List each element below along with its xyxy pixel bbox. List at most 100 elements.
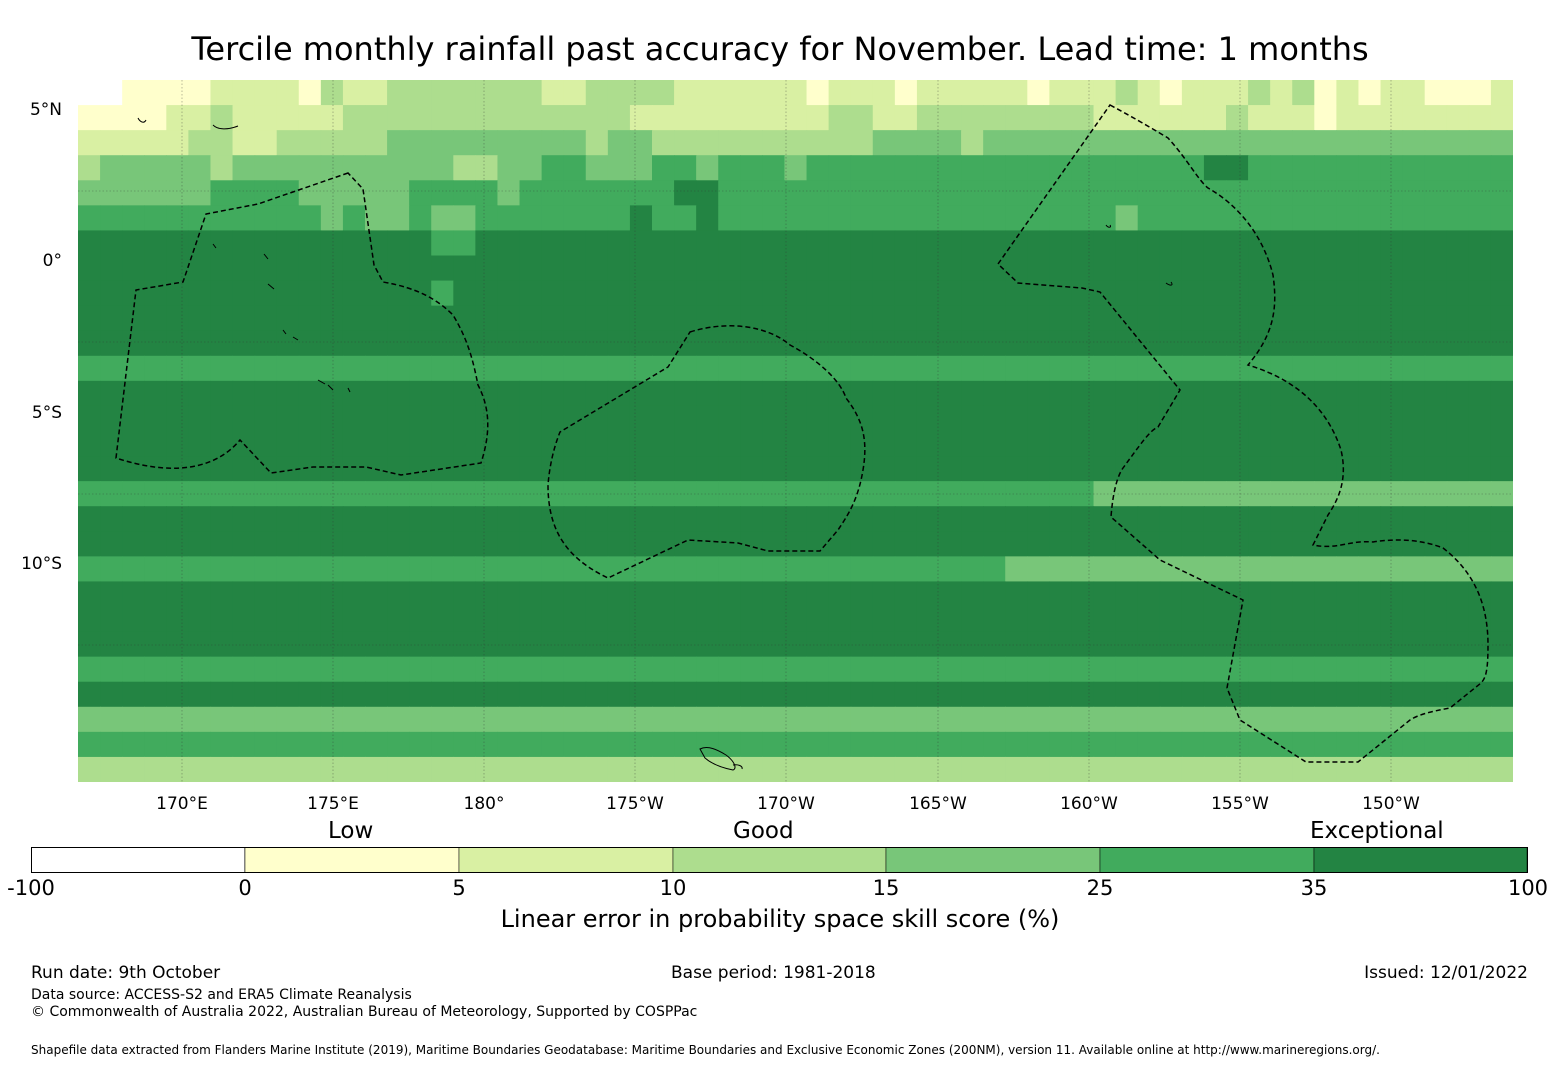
- skill-cell: [872, 305, 896, 332]
- skill-cell: [276, 756, 300, 782]
- skill-cell: [1424, 205, 1448, 232]
- skill-cell: [188, 506, 212, 532]
- skill-cell: [100, 405, 123, 432]
- skill-cell: [1358, 130, 1382, 156]
- swatch-5-10: [458, 846, 674, 874]
- skill-cell: [144, 305, 167, 332]
- skill-cell: [894, 80, 918, 106]
- skill-cell: [1115, 731, 1139, 758]
- skill-cell: [1490, 405, 1513, 432]
- skill-cell: [298, 330, 322, 357]
- skill-cell: [387, 631, 410, 658]
- skill-cell: [762, 355, 786, 382]
- skill-cell: [409, 606, 432, 633]
- skill-cell: [1093, 681, 1117, 708]
- skill-cell: [188, 280, 212, 307]
- skill-cell: [342, 230, 366, 257]
- skill-cell: [939, 280, 962, 307]
- skill-cell: [210, 180, 234, 206]
- skill-cell: [1181, 481, 1205, 507]
- skill-cell: [298, 706, 322, 733]
- skill-cell: [806, 756, 830, 782]
- skill-cell: [254, 531, 278, 557]
- skill-cell: [1402, 706, 1426, 733]
- skill-cell: [1005, 456, 1028, 482]
- skill-cell: [431, 581, 454, 608]
- skill-cell: [563, 681, 587, 708]
- skill-cell: [541, 606, 565, 633]
- skill-cell: [1137, 456, 1161, 482]
- skill-cell: [232, 355, 256, 382]
- skill-cell: [1159, 456, 1183, 482]
- skill-cell: [1159, 205, 1183, 232]
- skill-cell: [232, 255, 256, 282]
- skill-cell: [144, 606, 167, 633]
- skill-cell: [100, 305, 123, 332]
- skill-cell: [1468, 481, 1492, 507]
- skill-cell: [1181, 631, 1205, 658]
- skill-cell: [122, 230, 145, 257]
- skill-cell: [1226, 180, 1249, 206]
- skill-cell: [872, 756, 896, 782]
- skill-cell: [1027, 155, 1050, 181]
- skill-cell: [961, 355, 984, 382]
- skill-cell: [475, 180, 499, 206]
- skill-cell: [1314, 130, 1337, 156]
- skill-cell: [652, 155, 675, 181]
- skill-cell: [806, 330, 830, 357]
- skill-cell: [1424, 656, 1448, 683]
- skill-cell: [1049, 105, 1073, 131]
- skill-cell: [652, 581, 675, 608]
- skill-cell: [78, 431, 101, 457]
- skill-cell: [983, 280, 1006, 307]
- skill-cell: [740, 531, 763, 557]
- skill-cell: [100, 656, 123, 683]
- skill-cell: [254, 556, 278, 583]
- skill-cell: [166, 706, 189, 733]
- skill-cell: [762, 656, 786, 683]
- skill-cell: [1490, 130, 1513, 156]
- skill-cell: [1490, 80, 1513, 106]
- skill-cell: [254, 731, 278, 758]
- skill-cell: [365, 706, 388, 733]
- skill-cell: [1027, 205, 1050, 232]
- skill-cell: [475, 255, 499, 282]
- skill-cell: [762, 756, 786, 782]
- skill-cell: [762, 230, 786, 257]
- skill-cell: [1314, 456, 1337, 482]
- skill-cell: [563, 330, 587, 357]
- skill-cell: [961, 706, 984, 733]
- skill-cell: [342, 656, 366, 683]
- skill-cell: [365, 431, 388, 457]
- skill-cell: [166, 155, 189, 181]
- skill-cell: [607, 656, 631, 683]
- skill-cell: [1446, 581, 1470, 608]
- skill-cell: [144, 681, 167, 708]
- skill-cell: [188, 305, 212, 332]
- skill-cell: [1071, 155, 1095, 181]
- skill-cell: [806, 606, 830, 633]
- skill-cell: [519, 255, 543, 282]
- skill-cell: [497, 180, 521, 206]
- skill-cell: [166, 506, 189, 532]
- skill-cell: [298, 756, 322, 782]
- skill-cell: [1424, 80, 1448, 106]
- skill-cell: [740, 556, 763, 583]
- skill-cell: [1093, 105, 1117, 131]
- skill-cell: [1093, 456, 1117, 482]
- skill-cell: [1270, 656, 1293, 683]
- skill-cell: [916, 706, 940, 733]
- skill-cell: [1027, 80, 1050, 106]
- skill-cell: [1027, 706, 1050, 733]
- skill-cell: [365, 631, 388, 658]
- skill-cell: [1270, 431, 1293, 457]
- skill-cell: [916, 155, 940, 181]
- skill-cell: [409, 330, 432, 357]
- skill-cell: [475, 556, 499, 583]
- skill-cell: [1226, 556, 1249, 583]
- skill-cell: [916, 330, 940, 357]
- skill-cell: [629, 656, 653, 683]
- skill-cell: [254, 756, 278, 782]
- skill-cell: [1027, 380, 1050, 407]
- skill-cell: [100, 456, 123, 482]
